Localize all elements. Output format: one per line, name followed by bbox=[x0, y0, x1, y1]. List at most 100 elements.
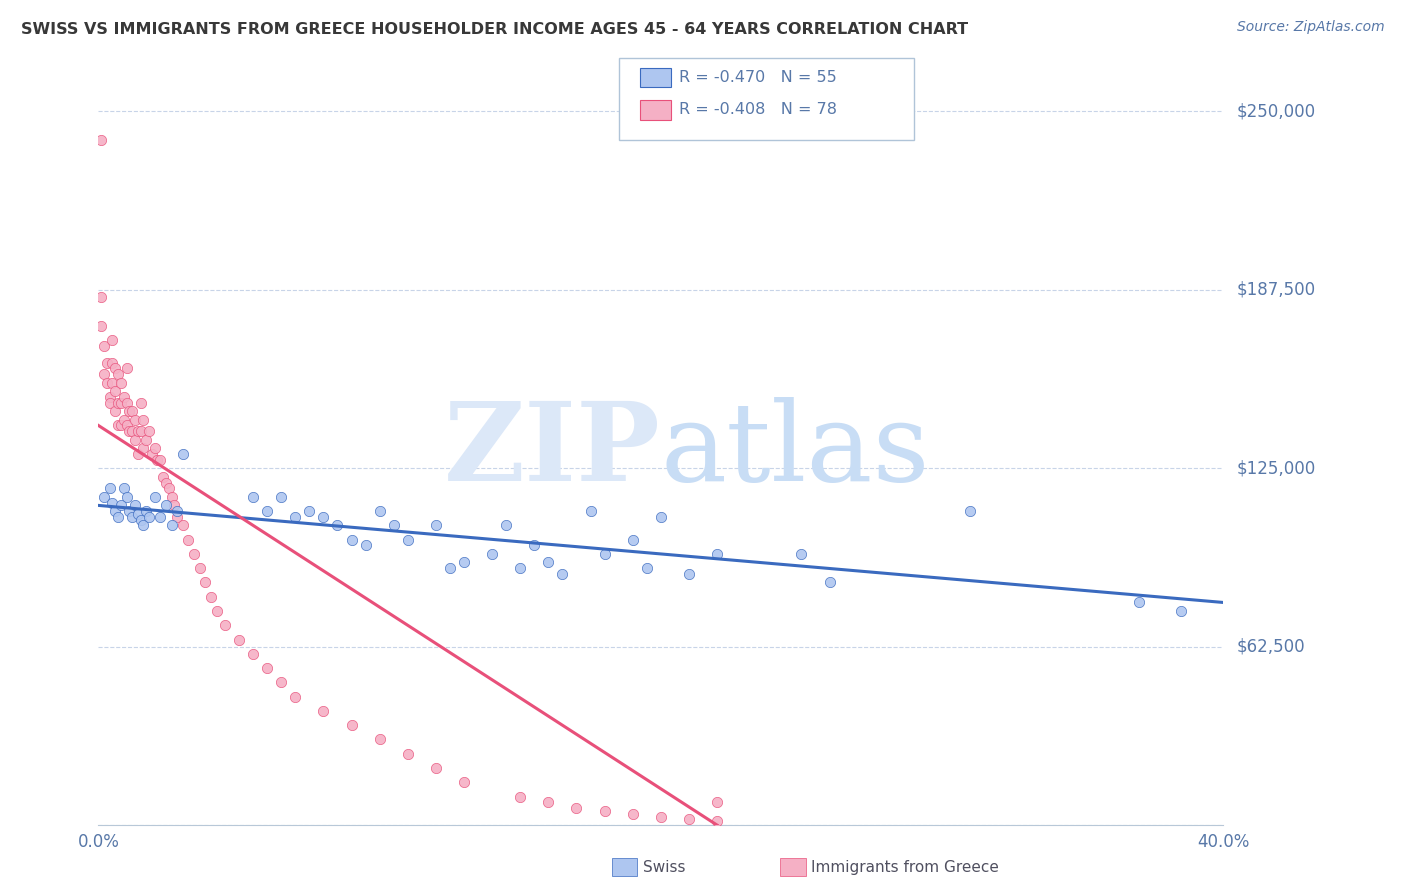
Point bbox=[228, 632, 250, 647]
Point bbox=[98, 390, 121, 404]
Point bbox=[354, 538, 377, 552]
Point bbox=[509, 789, 531, 804]
Point bbox=[636, 561, 658, 575]
Point bbox=[146, 452, 169, 467]
Point bbox=[155, 475, 177, 490]
Point bbox=[439, 561, 461, 575]
Point bbox=[706, 814, 728, 828]
Point bbox=[270, 675, 292, 690]
Point bbox=[96, 376, 118, 390]
Point bbox=[149, 452, 172, 467]
Point bbox=[93, 490, 115, 504]
Point bbox=[177, 533, 200, 547]
Point bbox=[579, 504, 602, 518]
Point bbox=[112, 481, 135, 495]
Point bbox=[115, 490, 138, 504]
Point bbox=[90, 318, 112, 333]
Point bbox=[135, 433, 157, 447]
Point bbox=[481, 547, 503, 561]
Point bbox=[132, 413, 155, 427]
Point bbox=[551, 566, 574, 581]
Point bbox=[166, 504, 188, 518]
Point bbox=[104, 404, 127, 418]
Point bbox=[256, 661, 278, 675]
Point bbox=[565, 801, 588, 815]
Text: $187,500: $187,500 bbox=[1237, 281, 1316, 299]
Point bbox=[135, 504, 157, 518]
Point bbox=[138, 424, 160, 438]
Point bbox=[124, 413, 146, 427]
Point bbox=[112, 413, 135, 427]
Point bbox=[107, 509, 129, 524]
Point bbox=[115, 418, 138, 433]
Point bbox=[101, 495, 124, 509]
Point bbox=[129, 513, 152, 527]
Text: $250,000: $250,000 bbox=[1237, 103, 1316, 120]
Point bbox=[453, 556, 475, 570]
Point bbox=[194, 575, 217, 590]
Point bbox=[160, 490, 183, 504]
Point bbox=[127, 424, 149, 438]
Point bbox=[214, 618, 236, 632]
Point bbox=[101, 376, 124, 390]
Point bbox=[166, 509, 188, 524]
Point bbox=[127, 507, 149, 521]
Point bbox=[132, 518, 155, 533]
Point bbox=[110, 395, 132, 409]
Point bbox=[298, 504, 321, 518]
Point bbox=[149, 509, 172, 524]
Point bbox=[104, 361, 127, 376]
Point bbox=[98, 395, 121, 409]
Point bbox=[326, 518, 349, 533]
Point bbox=[104, 384, 127, 399]
Point bbox=[537, 795, 560, 809]
Point bbox=[107, 418, 129, 433]
Point bbox=[157, 481, 180, 495]
Point bbox=[537, 556, 560, 570]
Point bbox=[127, 447, 149, 461]
Text: R = -0.408   N = 78: R = -0.408 N = 78 bbox=[679, 103, 837, 117]
Point bbox=[650, 809, 672, 823]
Point bbox=[396, 747, 419, 761]
Point bbox=[121, 404, 143, 418]
Point bbox=[110, 418, 132, 433]
Point bbox=[818, 575, 841, 590]
Point bbox=[110, 376, 132, 390]
Point bbox=[621, 533, 644, 547]
Point bbox=[1170, 604, 1192, 618]
Point bbox=[256, 504, 278, 518]
Point bbox=[107, 395, 129, 409]
Point bbox=[340, 718, 363, 732]
Point bbox=[959, 504, 981, 518]
Point bbox=[132, 442, 155, 456]
Point bbox=[200, 590, 222, 604]
Point bbox=[118, 404, 141, 418]
Point bbox=[124, 499, 146, 513]
Point bbox=[101, 333, 124, 347]
Text: Immigrants from Greece: Immigrants from Greece bbox=[811, 860, 1000, 874]
Point bbox=[425, 761, 447, 775]
Point bbox=[270, 490, 292, 504]
Point bbox=[104, 504, 127, 518]
Point bbox=[1128, 595, 1150, 609]
Point bbox=[242, 490, 264, 504]
Point bbox=[790, 547, 813, 561]
Point bbox=[593, 804, 616, 818]
Point bbox=[124, 433, 146, 447]
Point bbox=[284, 509, 307, 524]
Point bbox=[621, 806, 644, 821]
Point bbox=[650, 509, 672, 524]
Point bbox=[172, 447, 194, 461]
Point bbox=[152, 470, 174, 484]
Point bbox=[101, 356, 124, 370]
Point bbox=[593, 547, 616, 561]
Text: $125,000: $125,000 bbox=[1237, 459, 1316, 477]
Point bbox=[96, 356, 118, 370]
Point bbox=[425, 518, 447, 533]
Point bbox=[205, 604, 228, 618]
Point bbox=[118, 424, 141, 438]
Point bbox=[242, 647, 264, 661]
Point bbox=[188, 561, 211, 575]
Point bbox=[706, 547, 728, 561]
Point bbox=[121, 424, 143, 438]
